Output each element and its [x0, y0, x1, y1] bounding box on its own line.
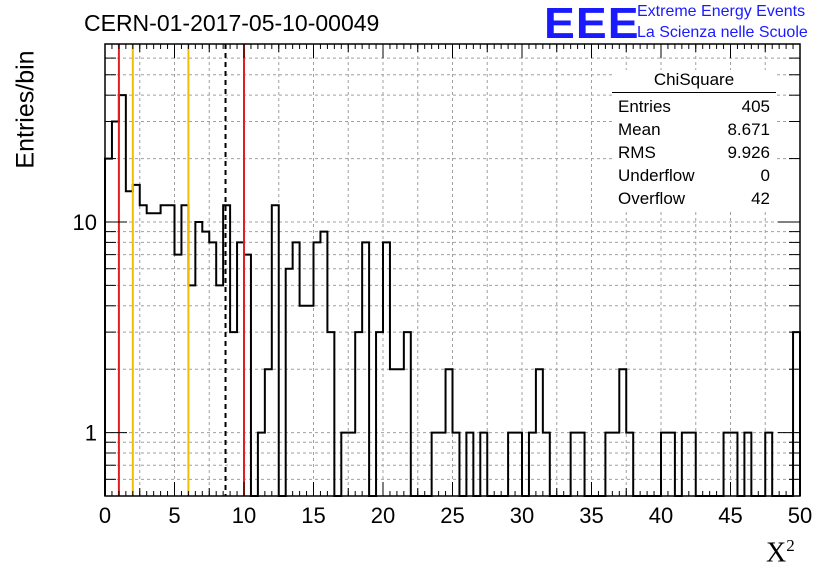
y-tick-label: 1	[85, 421, 97, 446]
histogram-bin	[300, 306, 307, 496]
histogram-bin	[188, 285, 195, 496]
x-tick-label: 40	[649, 503, 673, 528]
y-tick-label: 10	[73, 210, 97, 235]
x-axis-label: X2	[766, 536, 795, 569]
histogram-bin	[320, 232, 327, 496]
histogram-bin	[105, 159, 112, 496]
stats-row-overflow: Overflow 42	[612, 187, 776, 210]
x-tick-label: 5	[168, 503, 180, 528]
x-tick-label: 20	[371, 503, 395, 528]
stats-title: ChiSquare	[612, 70, 776, 93]
logo-caption-line1: Extreme Energy Events	[637, 3, 806, 20]
logo-caption-line2: La Scienza nelle Scuole	[637, 24, 808, 41]
axis-ticks	[104, 44, 801, 496]
stats-row-mean: Mean 8.671	[612, 118, 776, 141]
stats-value: 405	[741, 97, 770, 116]
histogram-bin	[140, 205, 147, 496]
eee-logo: EEE	[544, 0, 640, 48]
x-tick-label: 0	[99, 503, 111, 528]
histogram-bin	[181, 205, 188, 496]
x-tick-label: 45	[718, 503, 742, 528]
x-tick-label: 15	[301, 503, 325, 528]
histogram-bin	[376, 332, 383, 496]
stats-label: Underflow	[618, 166, 695, 185]
histogram-bin	[404, 332, 411, 496]
y-axis-label: Entries/bin	[11, 50, 40, 169]
x-tick-label: 50	[788, 503, 812, 528]
x-axis-label-superscript: 2	[786, 536, 795, 555]
x-tick-label: 25	[440, 503, 464, 528]
stats-value: 0	[760, 166, 770, 185]
reference-lines	[117, 44, 245, 496]
x-axis-label-base: X	[766, 537, 787, 569]
histogram-bin	[175, 255, 182, 496]
histogram-bin	[355, 332, 362, 496]
histogram-bin	[202, 232, 209, 496]
histogram-bin	[793, 332, 800, 496]
histogram-bin	[230, 332, 237, 496]
histogram-bin	[126, 191, 133, 496]
grid-lines	[105, 44, 800, 496]
stats-value: 9.926	[727, 143, 770, 162]
histogram-bin	[307, 306, 314, 496]
x-tick-label: 35	[579, 503, 603, 528]
stats-label: Overflow	[618, 189, 686, 208]
histogram-bin	[272, 205, 279, 496]
chart-title: CERN-01-2017-05-10-00049	[84, 10, 380, 36]
histogram-bin	[168, 205, 175, 496]
x-tick-label: 10	[232, 503, 256, 528]
histogram-bin	[223, 205, 230, 496]
histogram-bin	[147, 213, 154, 496]
histogram-bin	[216, 285, 223, 496]
histogram-bin	[195, 222, 202, 496]
tick-labels: 0 5 10 15 20 25 30 35 40 45 50 1 10	[73, 210, 813, 528]
histogram-bin	[119, 95, 126, 496]
stats-label: RMS	[618, 143, 656, 162]
stats-label: Mean	[618, 120, 661, 139]
x-tick-label: 30	[510, 503, 534, 528]
stats-label: Entries	[618, 97, 671, 116]
stats-row-underflow: Underflow 0	[612, 164, 776, 187]
histogram-bin	[154, 213, 161, 496]
histogram-bin	[286, 269, 293, 496]
stats-row-rms: RMS 9.926	[612, 141, 776, 164]
histogram-bin	[244, 255, 251, 496]
histogram-bin	[112, 122, 119, 496]
stats-row-entries: Entries 405	[612, 95, 776, 118]
stats-value: 42	[751, 189, 770, 208]
histogram-bin	[161, 205, 168, 496]
stats-value: 8.671	[727, 120, 770, 139]
stats-box: ChiSquare Entries 405 Mean 8.671 RMS 9.926 …	[612, 70, 776, 210]
histogram-bin	[327, 332, 334, 496]
